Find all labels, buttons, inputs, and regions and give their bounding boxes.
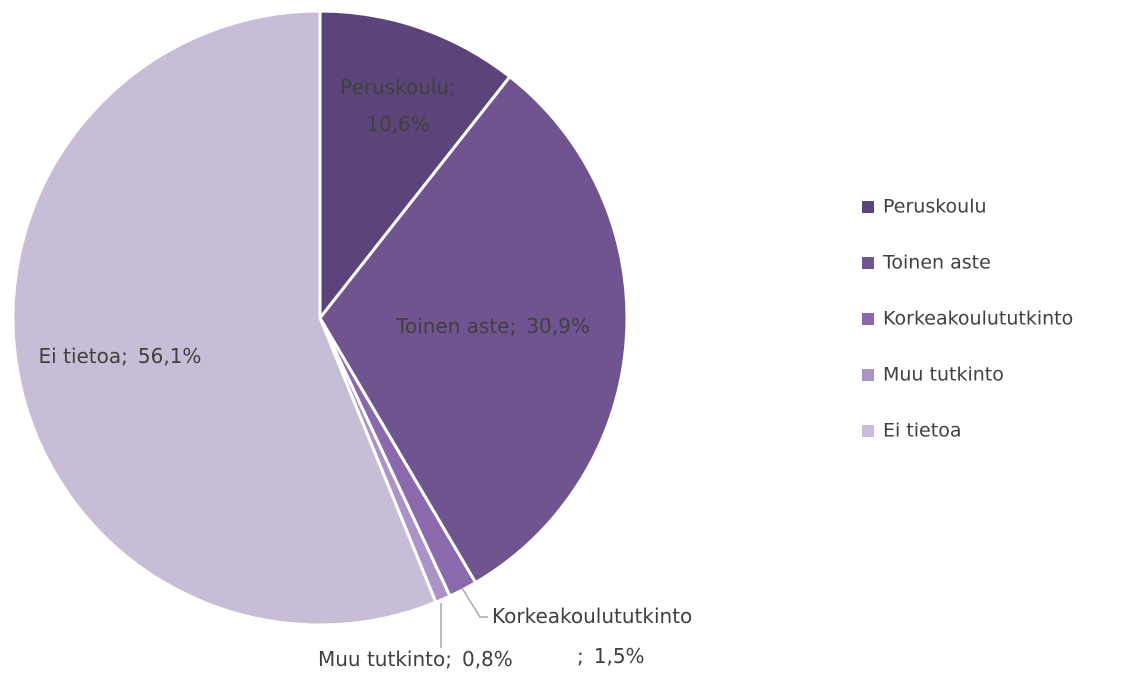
label-category: Korkeakoulututkinto xyxy=(492,604,692,628)
data-label: Ei tietoa; 56,1% xyxy=(39,344,202,368)
label-category: Peruskoulu xyxy=(340,75,449,99)
legend-label: Muu tutkinto xyxy=(883,364,1004,386)
data-label: Muu tutkinto; 0,8% xyxy=(318,647,513,671)
label-separator: ; xyxy=(449,75,456,99)
data-label: ; 1,5% xyxy=(577,644,645,668)
label-value: 1,5% xyxy=(594,644,645,668)
data-label: 10,6% xyxy=(366,112,430,136)
legend-label: Peruskoulu xyxy=(883,196,987,218)
pie-slice xyxy=(318,9,512,320)
label-value: 0,8% xyxy=(462,647,513,671)
legend-swatch xyxy=(862,201,874,213)
legend-label: Ei tietoa xyxy=(883,420,961,442)
label-separator: ; xyxy=(510,314,517,338)
label-value: 56,1% xyxy=(138,344,202,368)
data-label: Peruskoulu; xyxy=(340,75,456,99)
pie-slice xyxy=(318,75,629,585)
label-value: 10,6% xyxy=(366,112,430,136)
legend-swatch xyxy=(862,313,874,325)
label-separator: ; xyxy=(445,647,452,671)
label-category: Ei tietoa xyxy=(39,344,122,368)
pie-slice xyxy=(11,9,438,627)
legend-label: Korkeakoulututkinto xyxy=(883,308,1073,330)
legend: Peruskoulu Toinen aste Korkeakoulututkinto… xyxy=(862,196,1073,442)
label-separator: ; xyxy=(577,644,584,668)
legend-swatch xyxy=(862,257,874,269)
label-category: Muu tutkinto xyxy=(318,647,445,671)
label-category: Toinen aste xyxy=(395,314,509,338)
data-label: Korkeakoulututkinto xyxy=(492,604,692,628)
legend-swatch xyxy=(862,369,874,381)
legend-swatch xyxy=(862,425,874,437)
label-separator: ; xyxy=(121,344,128,368)
leader-line xyxy=(461,587,488,618)
legend-label: Toinen aste xyxy=(882,252,991,274)
label-value: 30,9% xyxy=(526,314,590,338)
data-label: Toinen aste; 30,9% xyxy=(395,314,590,338)
